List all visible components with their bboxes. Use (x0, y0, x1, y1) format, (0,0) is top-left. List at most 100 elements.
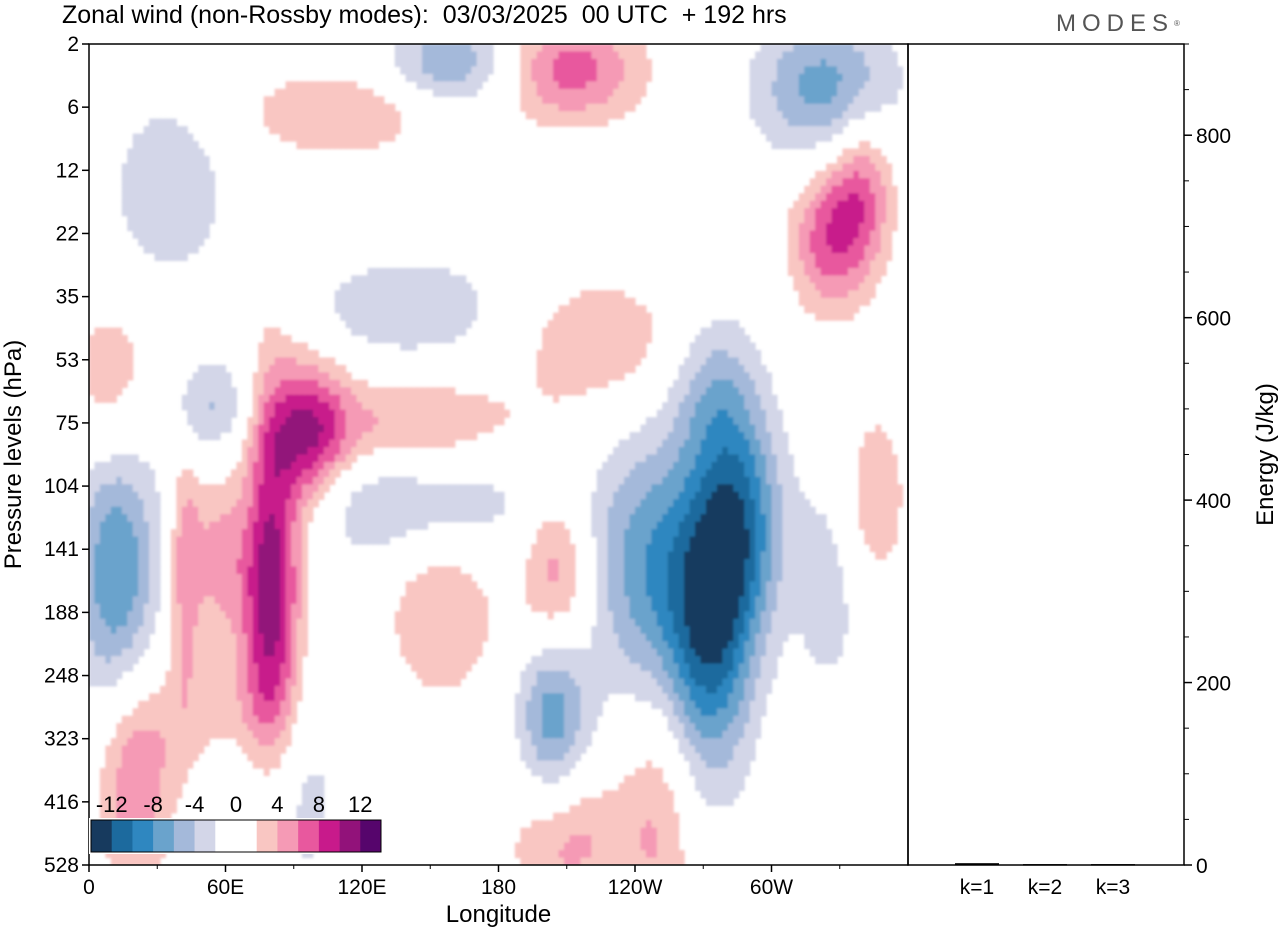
heatmap-cell (378, 126, 385, 135)
heatmap-cell (607, 66, 614, 75)
heatmap-cell (323, 447, 330, 456)
heatmap-cell (285, 469, 292, 478)
heatmap-cell (880, 73, 887, 82)
heatmap-cell (334, 409, 341, 418)
heatmap-cell (203, 499, 210, 508)
heatmap-cell (755, 432, 762, 441)
heatmap-cell (640, 320, 647, 329)
heatmap-cell (629, 73, 636, 82)
heatmap-cell (203, 163, 210, 172)
heatmap-cell (252, 476, 259, 485)
heatmap-cell (291, 96, 298, 105)
logo-text: MODES (1056, 10, 1175, 37)
heatmap-cell (667, 394, 674, 403)
heatmap-cell (176, 193, 183, 202)
heatmap-cell (858, 193, 865, 202)
heatmap-cell (722, 327, 729, 336)
heatmap-cell (635, 603, 642, 612)
heatmap-cell (394, 282, 401, 291)
heatmap-cell (416, 327, 423, 336)
heatmap-cell (334, 402, 341, 411)
heatmap-cell (312, 111, 319, 120)
heatmap-cell (422, 491, 429, 500)
heatmap-cell (755, 476, 762, 485)
heatmap-cell (531, 603, 538, 612)
heatmap-cell (716, 529, 723, 538)
heatmap-cell (776, 424, 784, 433)
heatmap-cell (531, 44, 538, 53)
heatmap-cell (143, 506, 150, 515)
heatmap-cell (285, 335, 292, 344)
heatmap-cell (110, 484, 117, 493)
heatmap-cell (209, 208, 216, 217)
heatmap-cell (542, 536, 549, 545)
heatmap-cell (755, 514, 762, 523)
heatmap-cell (340, 394, 347, 403)
heatmap-cell (362, 499, 369, 508)
heatmap-cell (411, 417, 418, 426)
heatmap-cell (886, 215, 893, 224)
heatmap-cell (209, 402, 216, 411)
heatmap-cell (416, 603, 423, 612)
heatmap-cell (536, 551, 543, 560)
heatmap-cell (684, 387, 691, 396)
heatmap-cell (738, 536, 745, 545)
heatmap-cell (383, 491, 390, 500)
heatmap-cell (804, 260, 811, 269)
heatmap-cell (138, 461, 145, 471)
heatmap-cell (471, 424, 478, 433)
heatmap-cell (362, 275, 369, 284)
heatmap-cell (886, 514, 893, 523)
heatmap-cell (744, 514, 751, 523)
heatmap-cell (170, 611, 177, 620)
heatmap-cell (449, 588, 456, 597)
heatmap-cell (776, 126, 784, 135)
heatmap-cell (383, 394, 390, 403)
heatmap-cell (667, 529, 674, 538)
heatmap-cell (110, 596, 117, 605)
heatmap-cell (181, 603, 188, 612)
heatmap-cell (602, 290, 609, 299)
heatmap-cell (635, 342, 642, 351)
heatmap-cell (149, 238, 156, 247)
heatmap-cell (89, 566, 96, 575)
heatmap-cell (837, 238, 844, 247)
heatmap-cell (230, 402, 238, 411)
heatmap-cell (389, 424, 396, 433)
heatmap-cell (771, 588, 778, 597)
heatmap-cell (307, 506, 314, 515)
heatmap-cell (209, 484, 216, 493)
heatmap-cell (727, 424, 734, 433)
heatmap-cell (858, 454, 865, 463)
heatmap-cell (776, 476, 784, 485)
heatmap-cell (635, 320, 642, 329)
heatmap-cell (312, 499, 319, 508)
heatmap-cell (89, 372, 96, 381)
heatmap-cell (149, 193, 156, 202)
heatmap-cell (149, 551, 156, 560)
heatmap-cell (220, 514, 227, 523)
heatmap-cell (220, 499, 227, 508)
heatmap-cell (847, 252, 854, 262)
heatmap-cell (716, 461, 723, 471)
heatmap-cell (553, 372, 560, 381)
heatmap-cell (569, 305, 576, 314)
heatmap-cell (230, 514, 238, 523)
heatmap-cell (460, 327, 467, 336)
heatmap-cell (689, 461, 696, 471)
heatmap-cell (771, 521, 778, 530)
heatmap-cell (700, 514, 707, 523)
heatmap-cell (733, 342, 740, 351)
heatmap-cell (602, 521, 609, 530)
heatmap-cell (247, 432, 254, 441)
heatmap-cell (640, 44, 647, 53)
heatmap-cell (389, 267, 396, 276)
heatmap-cell (214, 573, 221, 582)
heatmap-cell (356, 290, 363, 299)
heatmap-cell (143, 611, 150, 620)
heatmap-cell (367, 111, 374, 120)
heatmap-cell (705, 327, 713, 336)
heatmap-cell (263, 521, 270, 530)
heatmap-cell (591, 305, 598, 314)
heatmap-cell (230, 387, 238, 396)
